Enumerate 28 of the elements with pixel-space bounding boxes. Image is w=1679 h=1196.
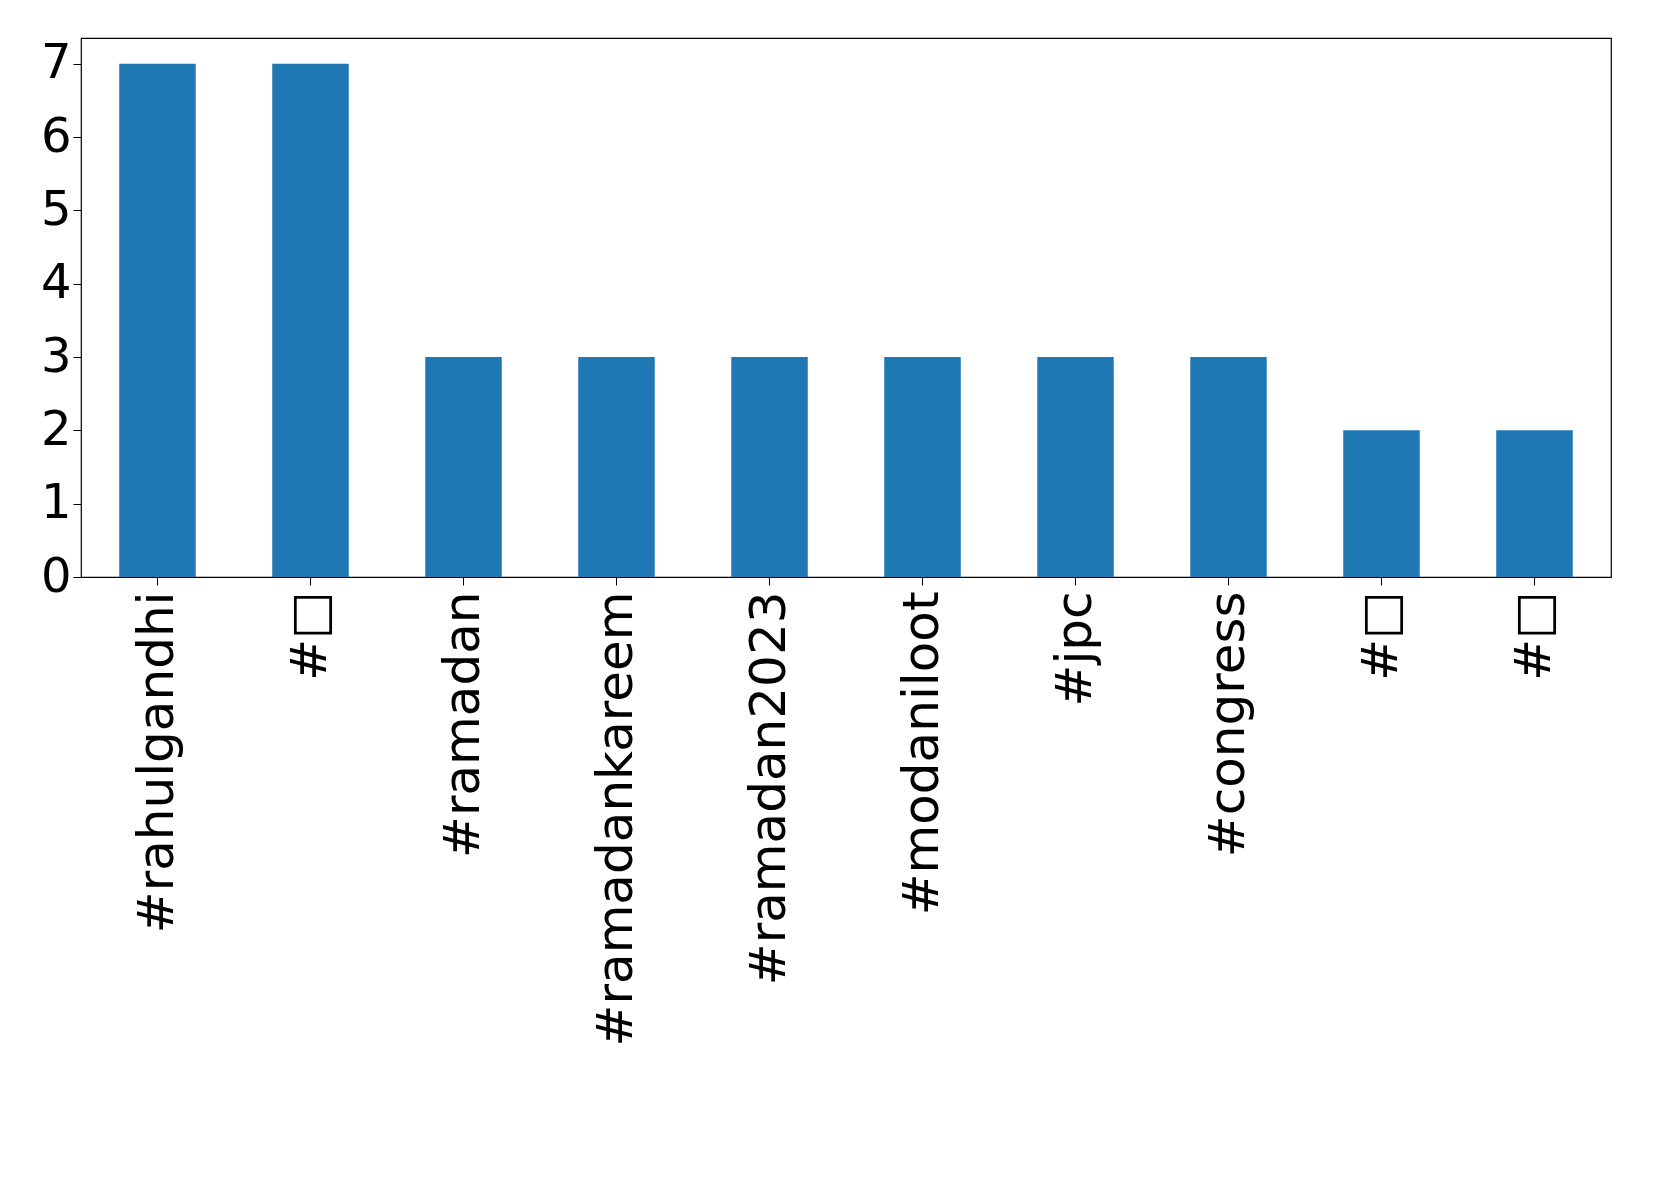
bar xyxy=(1343,430,1420,577)
x-tick-label: #ramadan2023 xyxy=(738,591,797,986)
y-tick-label: 5 xyxy=(40,179,72,236)
x-tick-label: #□ xyxy=(1503,591,1562,681)
y-tick-label: 3 xyxy=(40,326,72,383)
x-tick-label: #congress xyxy=(1197,591,1256,858)
bar xyxy=(119,63,196,577)
bar xyxy=(884,357,961,577)
bar xyxy=(1037,357,1114,577)
bar xyxy=(578,357,655,577)
y-tick-label: 7 xyxy=(40,33,72,90)
y-tick-label: 4 xyxy=(40,253,72,310)
y-tick-label: 2 xyxy=(40,399,72,456)
bar xyxy=(425,357,502,577)
y-tick-label: 6 xyxy=(40,106,72,163)
y-tick-label: 0 xyxy=(40,546,72,603)
x-tick-label: #jpc xyxy=(1044,591,1103,707)
x-tick-label: #□ xyxy=(1350,591,1409,681)
bar xyxy=(272,63,349,577)
x-tick-label: #□ xyxy=(279,591,338,681)
y-tick-label: 1 xyxy=(40,473,72,530)
bar xyxy=(1496,430,1573,577)
x-tick-label: #rahulgandhi xyxy=(126,591,185,934)
x-tick-label: #ramadankareem xyxy=(585,591,644,1047)
bar xyxy=(1190,357,1267,577)
bar xyxy=(731,357,808,577)
x-tick-label: #modaniloot xyxy=(891,591,950,916)
x-tick-label: #ramadan xyxy=(432,591,491,859)
